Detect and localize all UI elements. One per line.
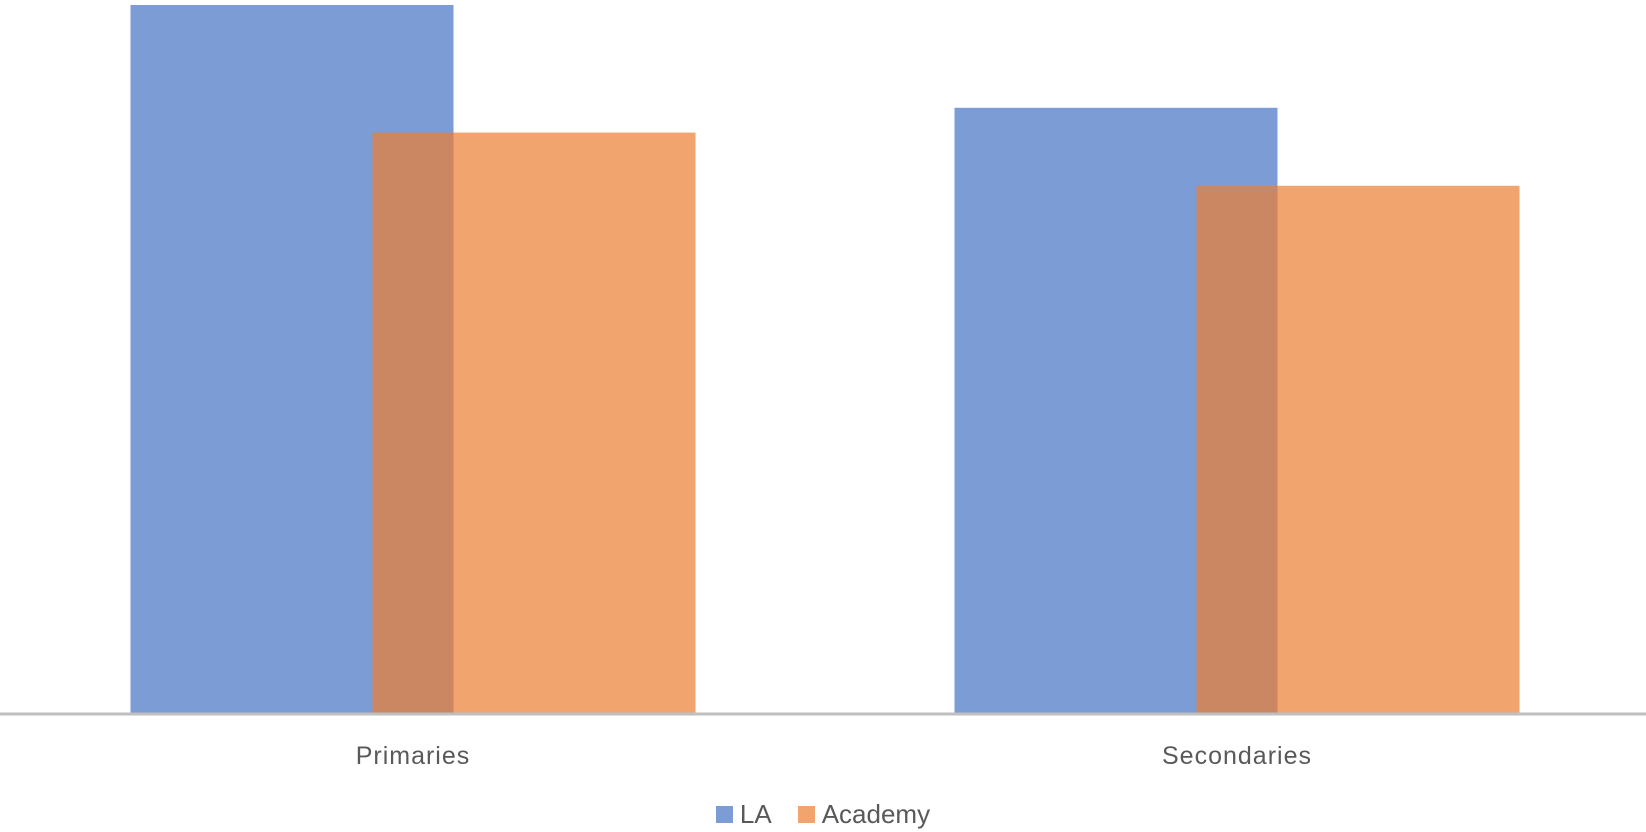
bar-academy-secondaries[interactable] (1196, 185, 1520, 715)
legend-swatch-academy (797, 805, 815, 823)
x-tick-label-primaries: Primaries (356, 742, 471, 770)
legend-item-la[interactable]: LA (715, 799, 772, 829)
bar-academy-primaries[interactable] (372, 132, 696, 715)
x-tick-label-secondaries: Secondaries (1162, 742, 1312, 770)
bars-layer (130, 5, 1520, 715)
bar-chart: Primaries Secondaries (0, 5, 1646, 770)
legend-swatch-la (715, 805, 733, 823)
legend-label-la: LA (739, 799, 772, 829)
legend-item-academy[interactable]: Academy (797, 799, 931, 829)
legend: LA Academy (0, 796, 1646, 832)
x-tick-labels: Primaries Secondaries (356, 742, 1312, 770)
legend-label-academy: Academy (821, 799, 931, 829)
